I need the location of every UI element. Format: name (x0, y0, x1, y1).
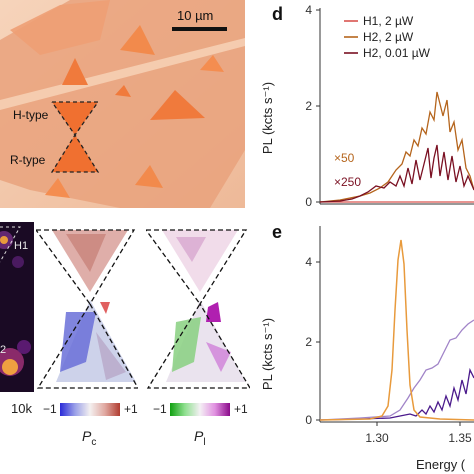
pl-axis-label: Pl (194, 428, 206, 448)
panel-d-ytick-label: 0 (305, 195, 312, 209)
series-h2-001uw (319, 144, 474, 203)
panel-e-ytick-label: 2 (305, 335, 312, 349)
series-lavender (319, 319, 474, 421)
pc-colorbar (60, 403, 120, 416)
intensity-map (0, 222, 34, 392)
panel-e-ytick-label: 0 (305, 413, 312, 427)
legend-label-h2-001uw: H2, 0.01 µW (363, 46, 431, 60)
bowtie-outline (50, 101, 100, 173)
triangle-flake (62, 58, 88, 85)
pc-symbol: P (82, 428, 92, 444)
pl-colorbar-max-label: +1 (234, 402, 248, 416)
panel-e-ylabel: PL (kcts s⁻¹) (260, 317, 275, 391)
triangle-flake (135, 165, 163, 188)
panel-e-xtick-label: 1.30 (365, 431, 389, 445)
pc-colorbar-max-label: +1 (124, 402, 138, 416)
panel-e-label: e (272, 222, 283, 242)
pc-subscript: c (91, 436, 97, 448)
annotation-x50: ×50 (334, 151, 355, 165)
pc-map-panel (35, 222, 140, 392)
legend-label-h1: H1, 2 µW (363, 14, 414, 28)
intensity-map-panel: H1 2 (0, 222, 34, 392)
scale-bar-label: 10 µm (177, 8, 214, 23)
h-type-label: H-type (13, 108, 49, 122)
panel-e-xlabel: Energy ( (416, 457, 466, 472)
triangle-flake (45, 178, 70, 198)
scale-bar (172, 27, 227, 31)
triangle-flake (115, 85, 131, 97)
pc-axis-label: Pc (82, 428, 96, 448)
panel-d-ytick-label: 2 (305, 99, 312, 113)
h-type-triangle (52, 102, 98, 135)
optical-image-panel: 10 µm H-type R-type (0, 0, 245, 208)
pl-symbol: P (194, 428, 204, 444)
pl-map-panel (145, 222, 252, 392)
panel-e-plot: 4 2 0 1.30 1.35 Energy ( (305, 226, 474, 472)
optical-image (0, 0, 245, 208)
r-type-triangle (52, 135, 98, 172)
triangle-flake (120, 25, 155, 55)
pl-map (145, 229, 252, 389)
h2-map-label: 2 (0, 344, 7, 356)
h1-map-label: H1 (14, 240, 29, 252)
panel-d-plot: 4 2 0 H1, 2 µW H2, 2 µW H2, 0.01 µW ×50 … (305, 3, 474, 209)
pc-colorbar-min-label: −1 (43, 402, 57, 416)
panel-d-label: d (272, 4, 283, 24)
annotation-x250: ×250 (334, 175, 361, 189)
flake-region (10, 0, 110, 55)
stripe (0, 38, 245, 110)
flake-region (0, 0, 245, 208)
series-orange (319, 239, 474, 421)
pc-map (35, 229, 140, 389)
series-dark (319, 367, 474, 421)
panel-e-ytick-label: 4 (305, 255, 312, 269)
triangle-flake (200, 55, 224, 72)
triangle-flake (150, 90, 205, 120)
panel-d-ytick-label: 4 (305, 3, 312, 17)
panel-d-ylabel: PL (kcts s⁻¹) (260, 81, 275, 155)
pl-colorbar (170, 403, 230, 416)
pl-subscript: l (203, 436, 206, 448)
legend-label-h2-2uw: H2, 2 µW (363, 30, 414, 44)
panel-e-xtick-label: 1.35 (448, 431, 472, 445)
intensity-colorbar-max-label: 10k (11, 401, 32, 416)
pl-colorbar-min-label: −1 (153, 402, 167, 416)
r-type-label: R-type (10, 153, 46, 167)
series-h2-2uw (319, 91, 474, 203)
